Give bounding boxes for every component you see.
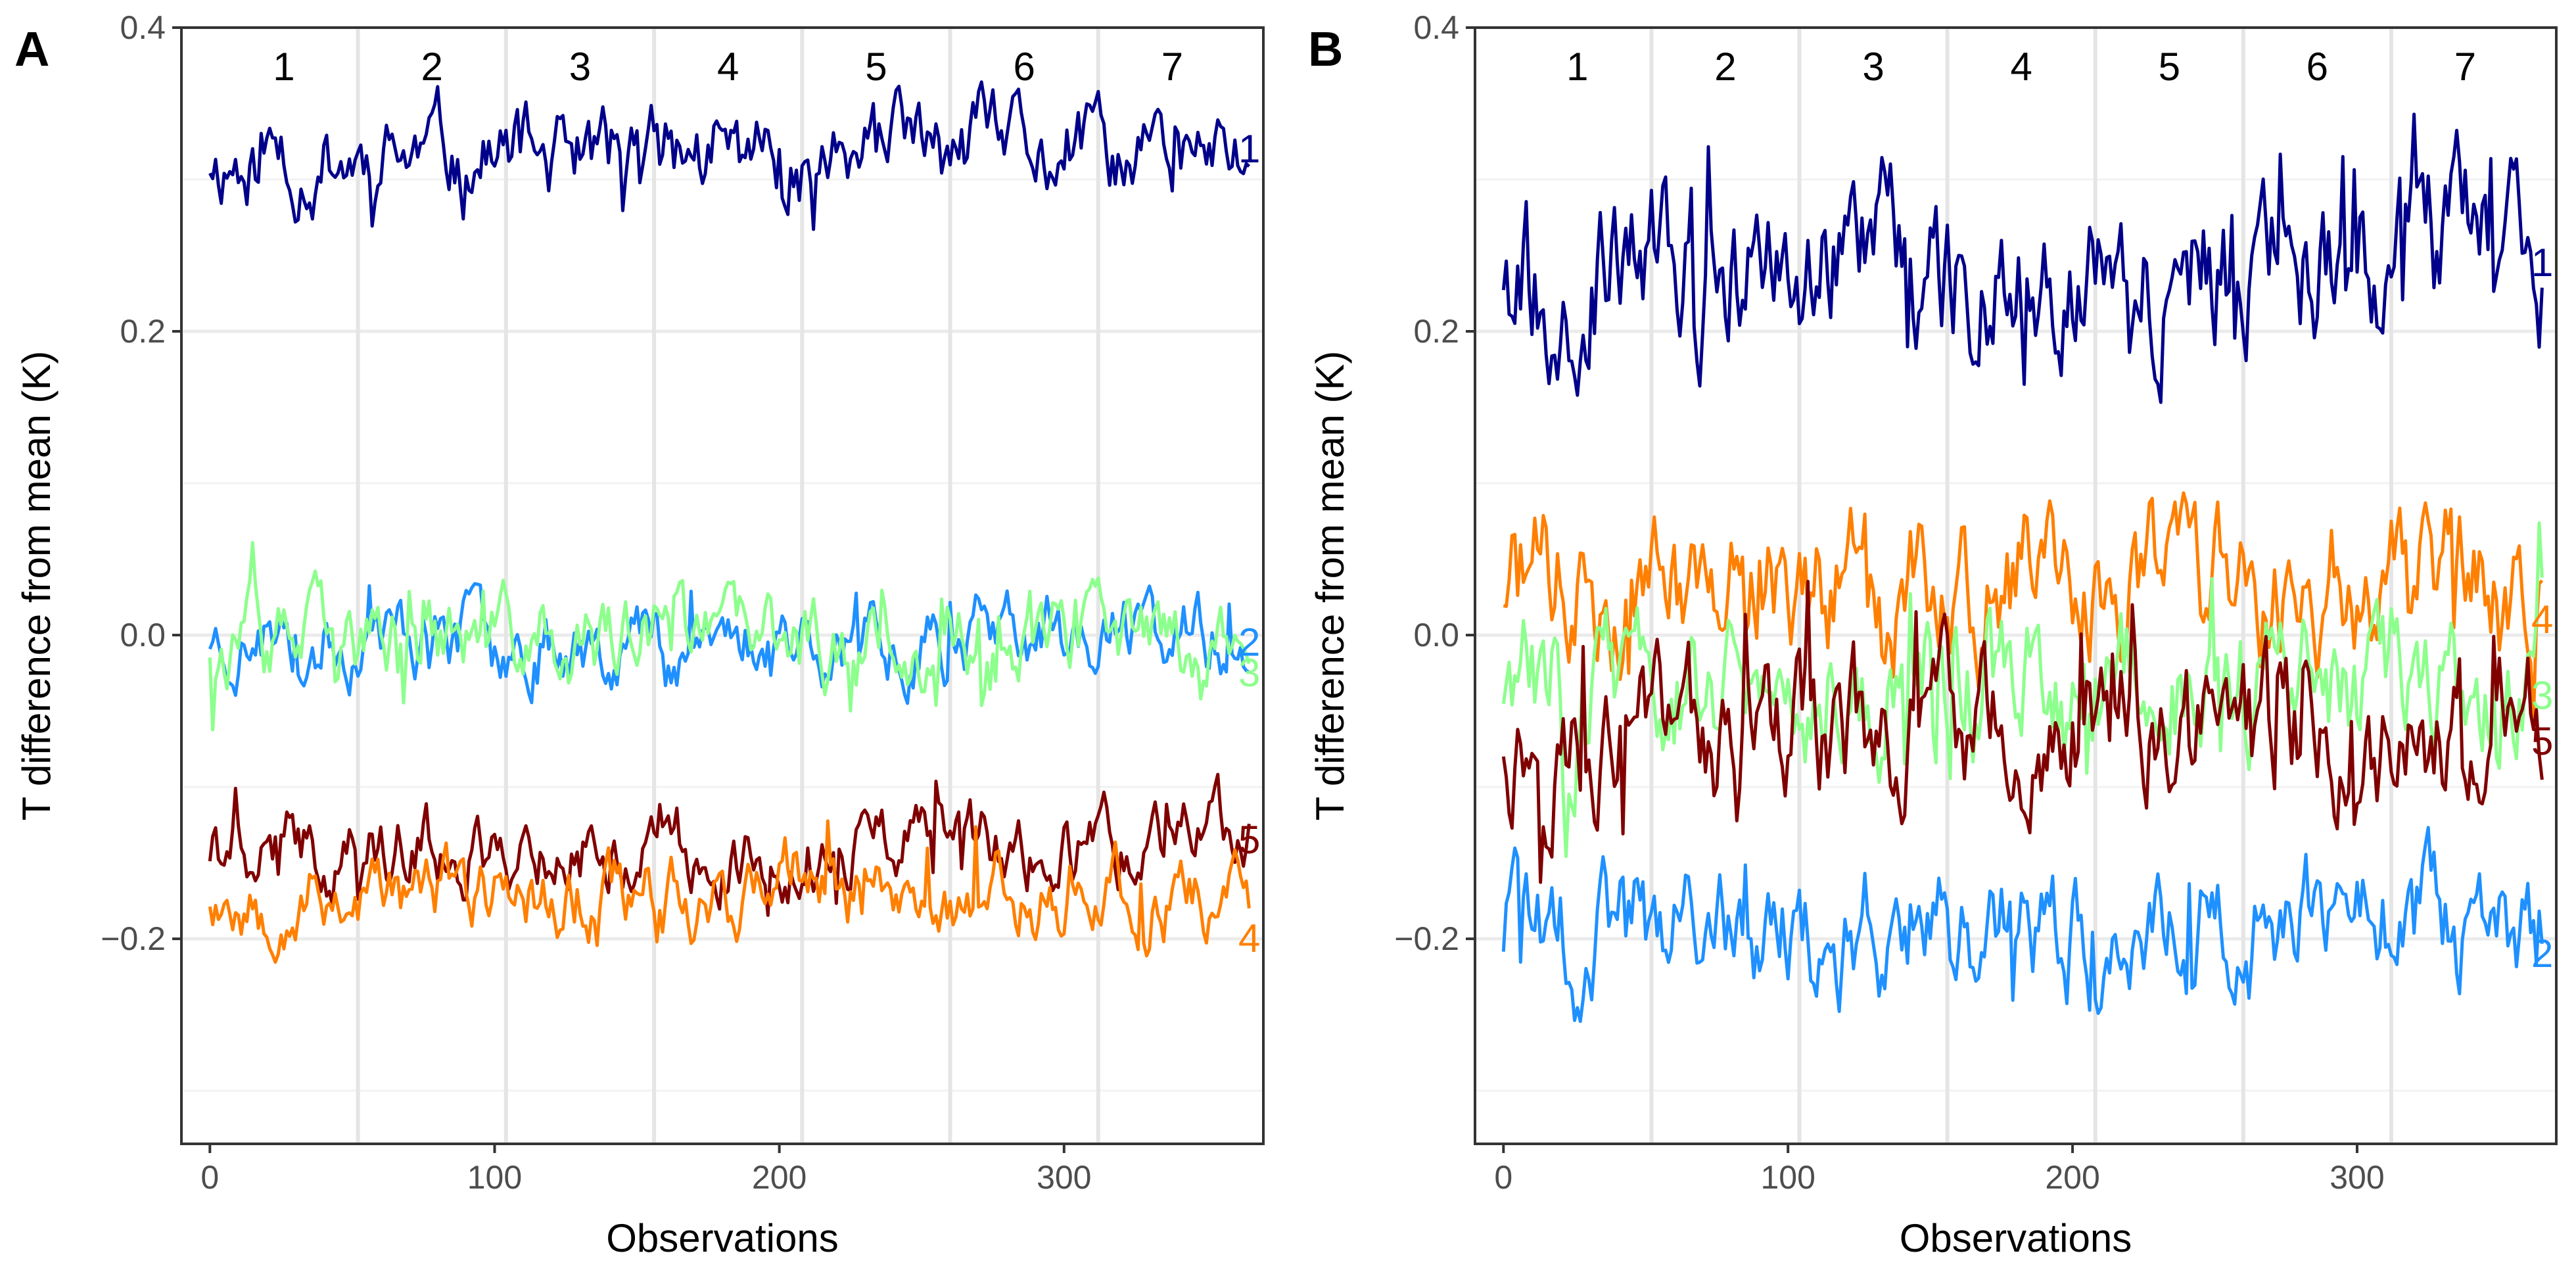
y-tick-label: 0.0 [1413, 617, 1459, 653]
y-axis-title: T difference from mean (K) [14, 351, 59, 821]
y-tick-label: −0.2 [101, 920, 166, 957]
x-tick-label: 200 [2045, 1159, 2099, 1196]
period-label: 4 [2010, 45, 2032, 89]
series-label-5: 5 [2531, 719, 2553, 763]
series-label-3: 3 [2531, 673, 2553, 717]
panel-tag: B [1308, 22, 1343, 76]
period-label: 4 [717, 45, 739, 89]
period-label: 7 [1161, 45, 1183, 89]
x-tick-label: 100 [467, 1159, 522, 1196]
series-line-4 [1503, 491, 2544, 718]
period-label: 1 [1566, 45, 1588, 89]
y-axis-title: T difference from mean (K) [1308, 351, 1352, 821]
period-label: 2 [1714, 45, 1736, 89]
period-label: 1 [273, 45, 294, 89]
series-label-4: 4 [2531, 598, 2553, 642]
series-label-1: 1 [1238, 127, 1260, 171]
y-tick-label: −0.2 [1394, 920, 1459, 957]
series-line-2 [1501, 826, 2544, 1024]
series-line-1 [208, 80, 1251, 231]
series-line-5 [1501, 580, 2544, 884]
x-tick-label: 0 [1494, 1159, 1512, 1196]
y-tick-label: 0.0 [120, 617, 166, 653]
x-tick-label: 300 [2330, 1159, 2384, 1196]
series-label-2: 2 [1238, 621, 1260, 665]
panel-border [180, 26, 1265, 1145]
period-label: 2 [421, 45, 442, 89]
y-tick-label: 0.4 [1413, 9, 1459, 46]
panel-tag: A [14, 22, 49, 76]
x-tick-label: 0 [200, 1159, 219, 1196]
series-line-4 [208, 819, 1251, 964]
period-label: 6 [2307, 45, 2328, 89]
x-axis-title: Observations [606, 1216, 839, 1260]
period-label: 5 [2159, 45, 2180, 89]
x-tick-label: 200 [752, 1159, 807, 1196]
period-label: 3 [1862, 45, 1884, 89]
panel-border [1474, 26, 2558, 1145]
series-label-1: 1 [2531, 241, 2553, 285]
series-line-3 [208, 540, 1251, 732]
series-label-3: 3 [1238, 651, 1260, 695]
period-label: 7 [2454, 45, 2476, 89]
plot-background [181, 28, 1263, 1144]
y-tick-label: 0.2 [120, 313, 166, 350]
x-tick-label: 300 [1037, 1159, 1091, 1196]
y-tick-label: 0.2 [1413, 313, 1459, 350]
x-axis-title: Observations [1900, 1216, 2132, 1260]
series-line-5 [208, 772, 1251, 917]
period-label: 5 [865, 45, 887, 89]
series-label-2: 2 [2531, 932, 2553, 976]
series-line-3 [1501, 521, 2544, 859]
y-tick-label: 0.4 [120, 9, 166, 46]
series-label-5: 5 [1238, 818, 1260, 862]
series-label-4: 4 [1238, 916, 1260, 960]
period-label: 3 [569, 45, 591, 89]
period-label: 6 [1013, 45, 1035, 89]
x-tick-label: 100 [1760, 1159, 1815, 1196]
series-line-1 [1501, 112, 2544, 404]
